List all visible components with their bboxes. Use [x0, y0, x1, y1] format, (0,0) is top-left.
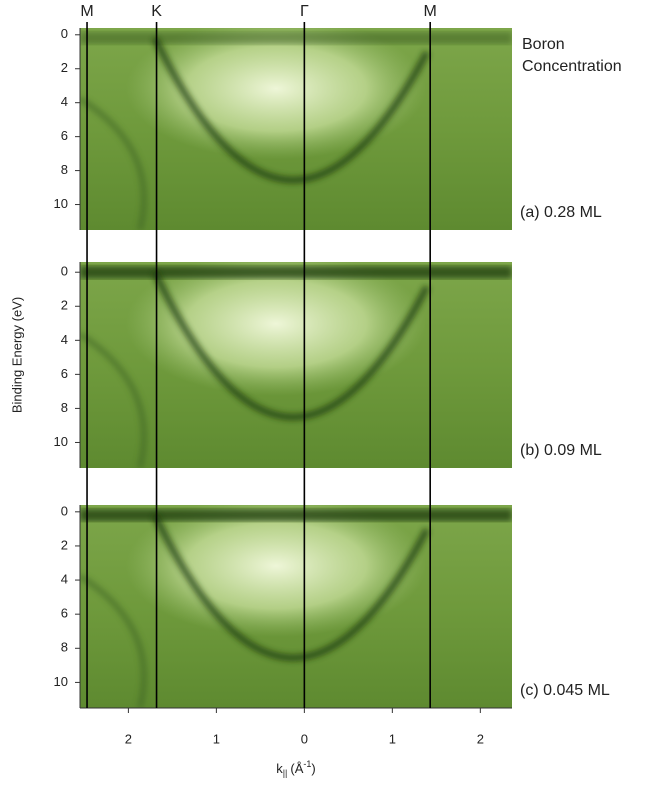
x-axis-label: k|| (Å-1): [276, 759, 316, 778]
y-axis-label: Binding Energy (eV): [9, 297, 24, 413]
panel-label: (c) 0.045 ML: [520, 682, 610, 699]
y-tick-label: 4: [61, 571, 68, 586]
legend-title: Concentration: [522, 58, 622, 75]
x-label-sub: ||: [283, 768, 288, 778]
y-tick-label: 8: [61, 400, 68, 415]
flat-band: [80, 509, 512, 522]
symmetry-label: K: [151, 3, 162, 20]
y-tick-label: 2: [61, 60, 68, 75]
side-band: [80, 573, 147, 708]
x-tick-label: 2: [125, 731, 132, 746]
y-tick-label: 4: [61, 332, 68, 347]
x-label-sup: -1: [303, 759, 311, 769]
y-tick-label: 0: [61, 503, 68, 518]
y-tick-label: 2: [61, 537, 68, 552]
y-tick-label: 6: [61, 606, 68, 621]
side-band: [80, 96, 147, 230]
dispersive-band: [151, 36, 431, 184]
y-tick-label: 10: [54, 434, 68, 449]
y-tick-label: 8: [61, 162, 68, 177]
symmetry-label: M: [424, 3, 437, 20]
band-map: [80, 28, 512, 230]
x-tick-label: 0: [301, 731, 308, 746]
x-label-open: (Å: [290, 761, 303, 776]
x-label-close: ): [311, 761, 315, 776]
x-tick-label: 1: [213, 731, 220, 746]
dispersive-band: [151, 270, 431, 421]
y-tick-label: 0: [61, 264, 68, 279]
band-map: [80, 262, 512, 468]
symmetry-label: M: [80, 3, 93, 20]
x-label-base: k: [276, 761, 283, 776]
y-tick-label: 10: [54, 196, 68, 211]
bright-region: [126, 262, 426, 396]
side-band: [80, 331, 147, 468]
legend-title: Boron: [522, 36, 565, 53]
bright-region: [126, 28, 426, 160]
flat-band: [80, 266, 512, 279]
y-tick-label: 8: [61, 640, 68, 655]
y-tick-label: 6: [61, 366, 68, 381]
bright-region: [126, 505, 426, 637]
flat-band: [80, 32, 512, 45]
panel-label: (a) 0.28 ML: [520, 204, 602, 221]
x-tick-label: 2: [477, 731, 484, 746]
y-tick-label: 2: [61, 298, 68, 313]
y-tick-label: 10: [54, 674, 68, 689]
y-tick-label: 4: [61, 94, 68, 109]
x-tick-label: 1: [389, 731, 396, 746]
dispersive-band: [151, 513, 431, 662]
y-tick-label: 6: [61, 128, 68, 143]
panel-label: (b) 0.09 ML: [520, 442, 602, 459]
y-tick-label: 0: [61, 26, 68, 41]
band-map: [80, 505, 512, 708]
symmetry-label: Γ: [300, 3, 309, 20]
